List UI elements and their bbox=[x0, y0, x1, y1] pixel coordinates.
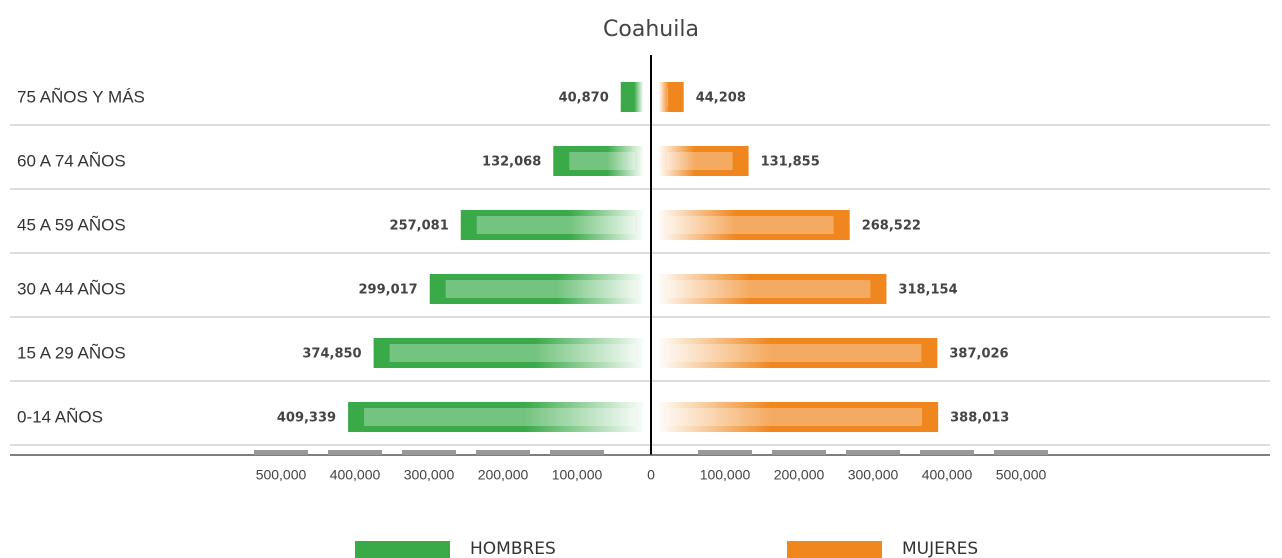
value-label: 387,026 bbox=[949, 347, 1008, 362]
category-label: 15 A 29 AÑOS bbox=[17, 343, 126, 362]
x-tick-label: 400,000 bbox=[330, 467, 381, 483]
x-tick-label: 200,000 bbox=[478, 467, 529, 483]
value-label: 44,208 bbox=[696, 91, 746, 106]
bar bbox=[553, 146, 643, 176]
x-tick-label: 500,000 bbox=[256, 467, 307, 483]
tick-mark bbox=[698, 450, 752, 455]
x-tick-label: 400,000 bbox=[922, 467, 973, 483]
bar-highlight bbox=[667, 216, 834, 234]
bar bbox=[659, 402, 939, 432]
category-label: 45 A 59 AÑOS bbox=[17, 215, 126, 234]
bar-highlight bbox=[476, 216, 635, 234]
value-label: 409,339 bbox=[277, 411, 336, 426]
category-label: 0-14 AÑOS bbox=[17, 407, 103, 426]
value-label: 318,154 bbox=[898, 283, 957, 298]
x-tick-label: 300,000 bbox=[848, 467, 899, 483]
value-label: 131,855 bbox=[761, 155, 820, 170]
bar-highlight bbox=[667, 280, 871, 298]
bar bbox=[620, 82, 643, 112]
tick-mark bbox=[920, 450, 974, 455]
bar bbox=[659, 274, 887, 304]
value-label: 299,017 bbox=[359, 283, 418, 298]
bar bbox=[460, 210, 643, 240]
x-tick-label: 0 bbox=[647, 467, 655, 483]
tick-mark bbox=[476, 450, 530, 455]
tick-mark bbox=[772, 450, 826, 455]
x-tick-label: 200,000 bbox=[774, 467, 825, 483]
bar bbox=[659, 338, 938, 368]
legend-swatch bbox=[355, 541, 450, 558]
bar-highlight bbox=[667, 408, 923, 426]
bar bbox=[659, 146, 749, 176]
tick-mark bbox=[846, 450, 900, 455]
legend-label: MUJERES bbox=[902, 539, 978, 558]
legend-label: HOMBRES bbox=[470, 539, 556, 558]
value-label: 257,081 bbox=[390, 219, 449, 234]
chart-title: Coahuila bbox=[603, 17, 699, 42]
tick-mark bbox=[254, 450, 308, 455]
legend-swatch bbox=[787, 541, 882, 558]
tick-mark bbox=[402, 450, 456, 455]
value-label: 268,522 bbox=[862, 219, 921, 234]
category-label: 60 A 74 AÑOS bbox=[17, 151, 126, 170]
tick-mark bbox=[994, 450, 1048, 455]
bar-highlight bbox=[667, 152, 733, 170]
bar-highlight bbox=[445, 280, 635, 298]
x-tick-label: 100,000 bbox=[552, 467, 603, 483]
x-tick-label: 500,000 bbox=[996, 467, 1047, 483]
bar-highlight bbox=[389, 344, 635, 362]
x-tick-label: 300,000 bbox=[404, 467, 455, 483]
category-label: 75 AÑOS Y MÁS bbox=[17, 87, 145, 106]
bar bbox=[348, 402, 643, 432]
category-label: 30 A 44 AÑOS bbox=[17, 279, 126, 298]
bar bbox=[659, 82, 684, 112]
bar bbox=[659, 210, 850, 240]
value-label: 388,013 bbox=[950, 411, 1009, 426]
value-label: 132,068 bbox=[482, 155, 541, 170]
bar-highlight bbox=[569, 152, 635, 170]
bar-highlight bbox=[667, 344, 922, 362]
x-tick-label: 100,000 bbox=[700, 467, 751, 483]
tick-mark bbox=[550, 450, 604, 455]
value-label: 374,850 bbox=[302, 347, 361, 362]
value-label: 40,870 bbox=[559, 91, 609, 106]
bar-highlight bbox=[667, 88, 668, 106]
bar-highlight bbox=[364, 408, 635, 426]
tick-mark bbox=[328, 450, 382, 455]
bar bbox=[373, 338, 643, 368]
bar bbox=[429, 274, 643, 304]
